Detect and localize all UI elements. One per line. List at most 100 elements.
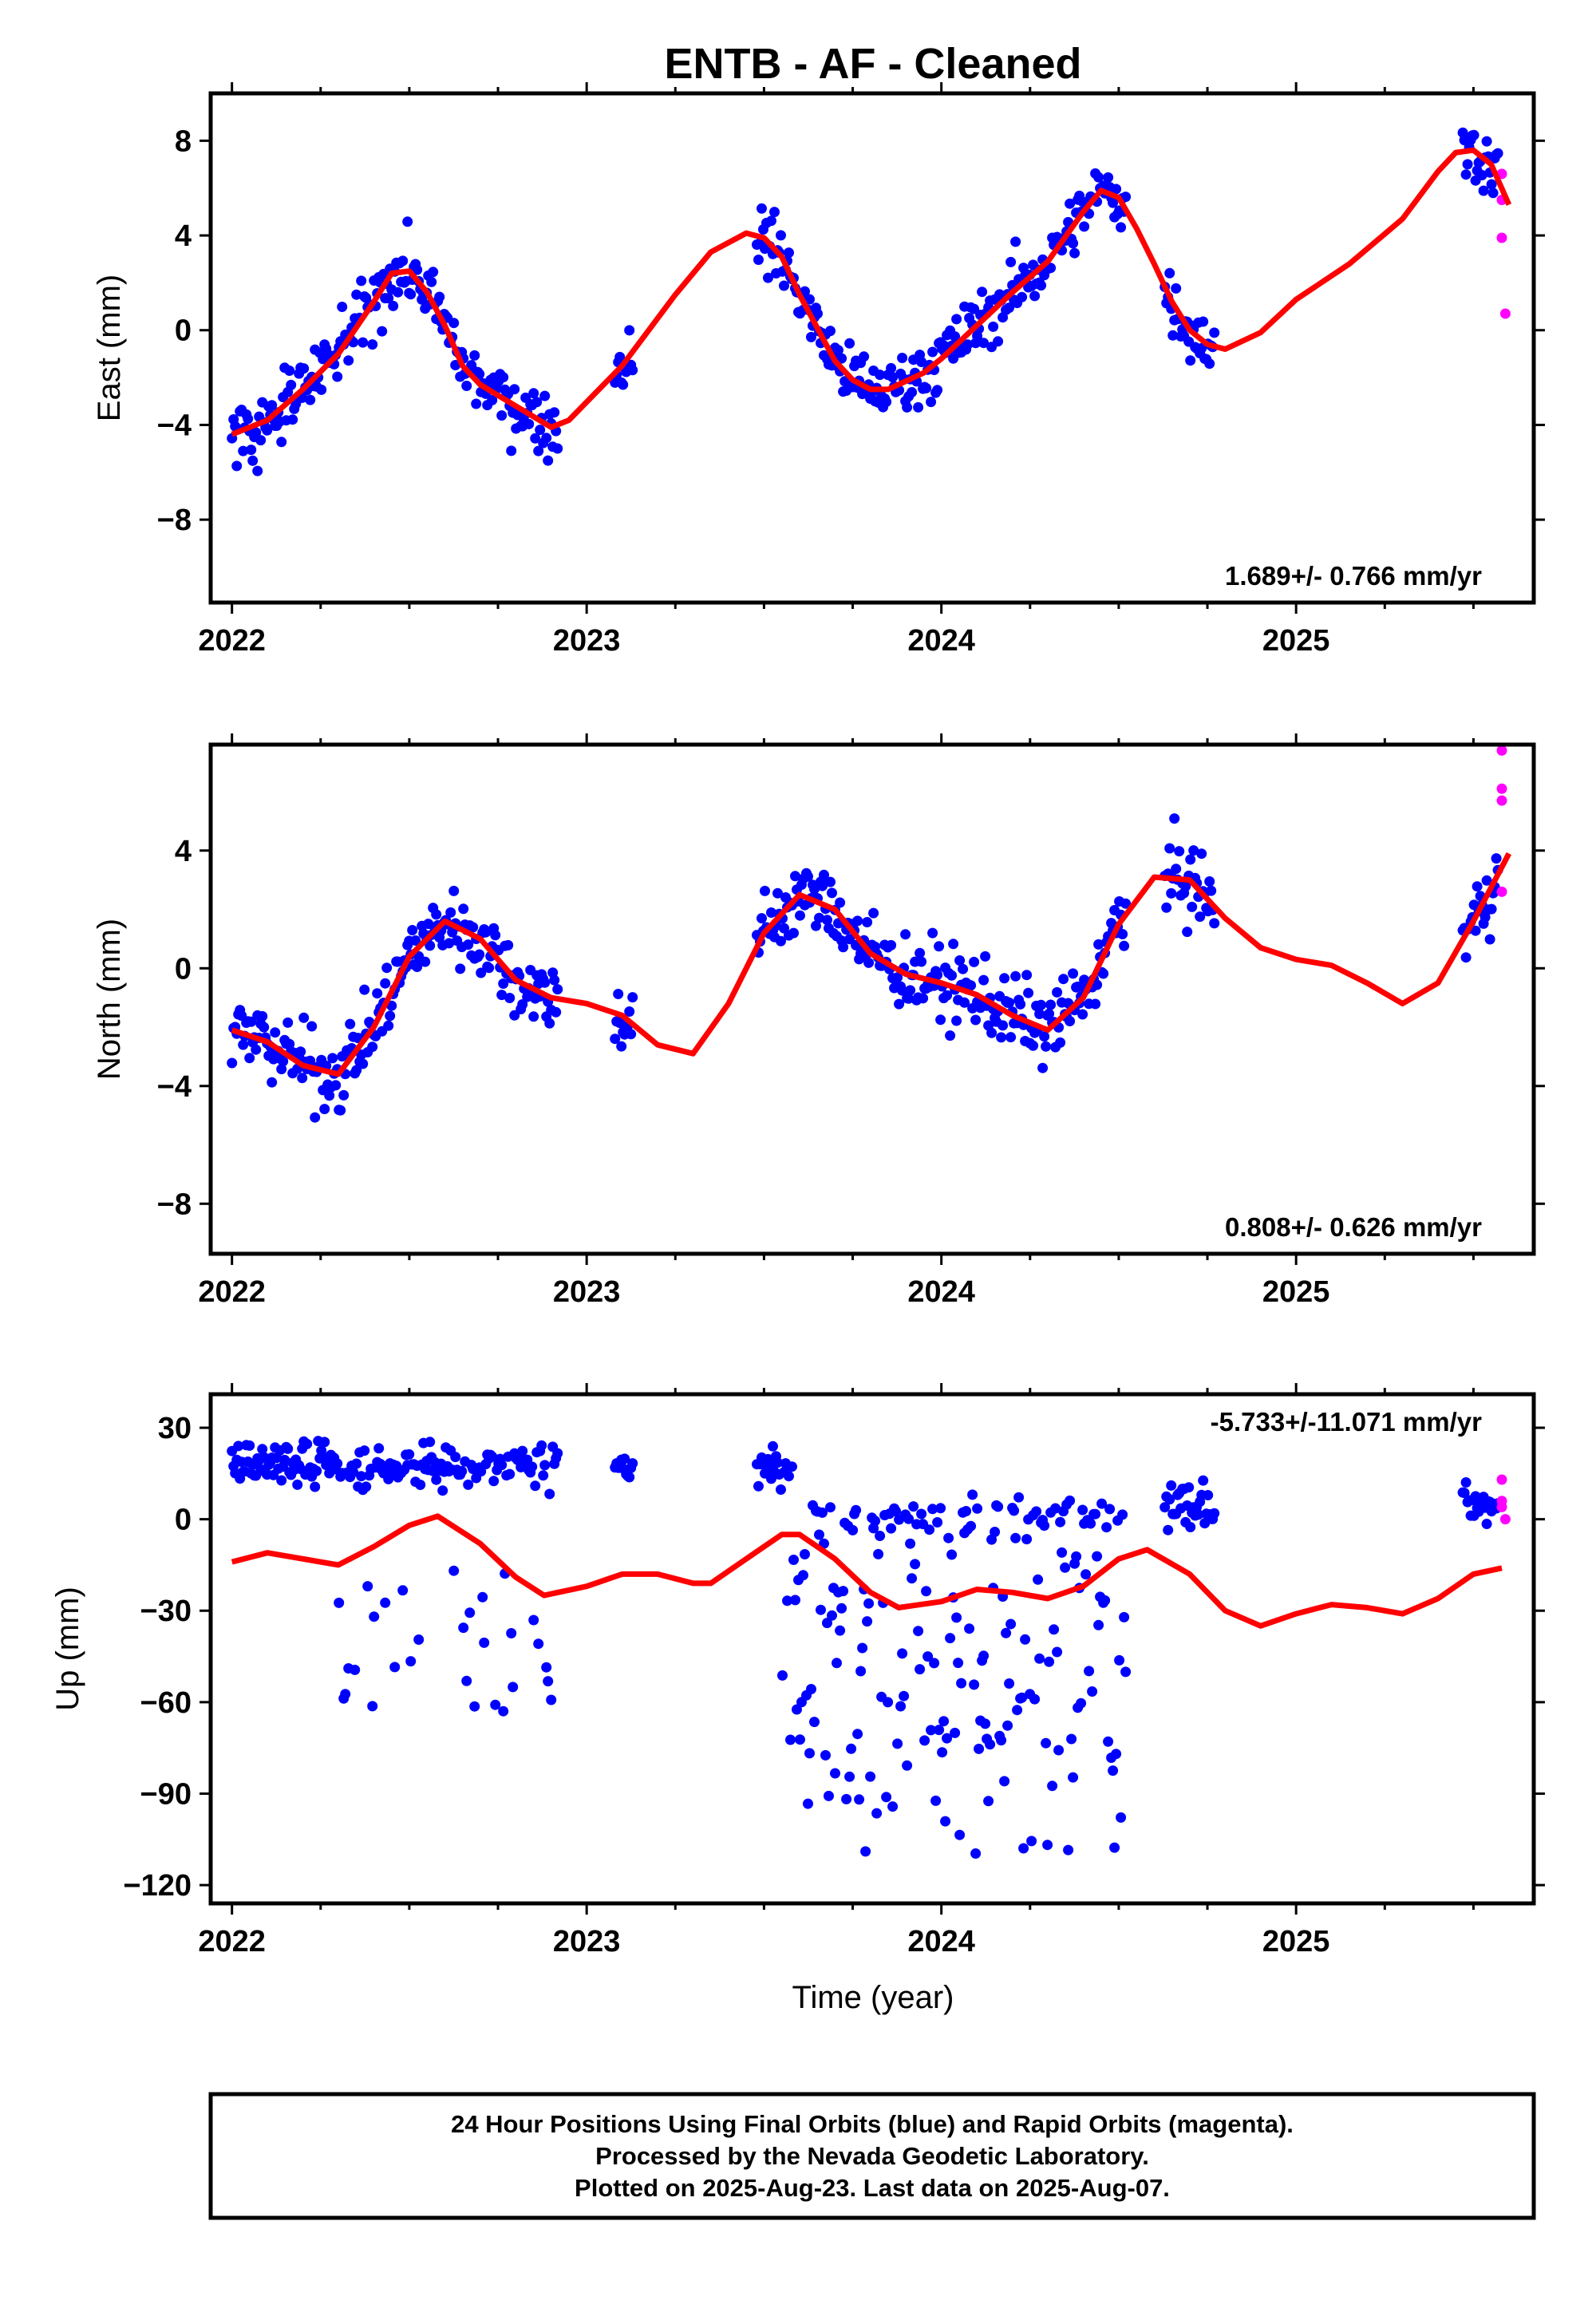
- final-orbit-point: [231, 460, 243, 472]
- final-orbit-point: [324, 1090, 335, 1101]
- final-orbit-point: [919, 1735, 930, 1746]
- final-orbit-point: [1204, 876, 1215, 887]
- final-orbit-point: [1020, 1634, 1031, 1645]
- final-orbit-point: [546, 1694, 557, 1705]
- final-orbit-point: [881, 1792, 892, 1803]
- final-orbit-point: [244, 1053, 255, 1064]
- final-orbit-point: [613, 989, 624, 999]
- final-orbit-point: [428, 267, 439, 278]
- y-tick-label: −4: [157, 1070, 192, 1104]
- final-orbit-point: [498, 978, 509, 989]
- final-orbit-point: [862, 917, 873, 927]
- final-orbit-point: [284, 366, 295, 376]
- final-orbit-point: [824, 1790, 834, 1801]
- final-orbit-point: [795, 910, 805, 921]
- final-orbit-point: [476, 967, 487, 978]
- final-orbit-point: [1119, 1611, 1130, 1622]
- final-orbit-point: [359, 1445, 370, 1456]
- final-orbit-point: [1478, 185, 1489, 196]
- final-orbit-point: [450, 360, 461, 370]
- plot-frame: [208, 742, 1536, 1256]
- final-orbit-point: [276, 1475, 287, 1486]
- final-orbit-point: [1041, 1737, 1052, 1749]
- y-tick-label: 4: [175, 219, 192, 253]
- final-orbit-point: [812, 308, 823, 319]
- final-orbit-point: [1068, 238, 1079, 249]
- final-orbit-point: [820, 1749, 831, 1761]
- y-tick-label: −60: [140, 1686, 192, 1720]
- final-orbit-point: [1093, 939, 1104, 950]
- final-orbit-point: [251, 427, 262, 438]
- final-orbit-point: [484, 962, 495, 974]
- final-orbit-point: [319, 1104, 330, 1115]
- final-orbit-point: [463, 939, 474, 951]
- final-orbit-point: [766, 907, 776, 918]
- final-orbit-point: [404, 1448, 415, 1460]
- final-orbit-point: [1004, 1678, 1015, 1689]
- final-orbit-point: [1090, 1508, 1101, 1520]
- final-orbit-point: [614, 351, 626, 362]
- final-orbit-point: [819, 869, 829, 880]
- final-orbit-point: [1042, 1840, 1053, 1851]
- final-orbit-point: [964, 1623, 975, 1634]
- final-orbit-point: [1196, 848, 1207, 860]
- final-orbit-point: [1069, 247, 1080, 259]
- final-orbit-point: [1010, 970, 1021, 982]
- final-orbit-point: [350, 1664, 361, 1675]
- final-orbit-point: [766, 215, 776, 227]
- final-orbit-point: [380, 978, 391, 989]
- final-orbit-point: [377, 326, 388, 337]
- final-orbit-point: [1044, 1008, 1055, 1019]
- final-orbit-point: [863, 957, 875, 968]
- final-orbit-point: [1015, 998, 1026, 1010]
- final-orbit-point: [402, 216, 413, 227]
- final-orbit-point: [855, 1666, 867, 1677]
- final-orbit-point: [1117, 1509, 1128, 1520]
- final-orbit-point: [945, 1633, 956, 1644]
- final-orbit-point: [305, 394, 316, 405]
- final-orbit-point: [1481, 1519, 1492, 1529]
- final-orbit-point: [544, 1018, 555, 1029]
- final-orbit-point: [1045, 999, 1057, 1010]
- final-orbit-point: [886, 362, 897, 373]
- final-orbit-point: [1058, 974, 1069, 985]
- final-orbit-point: [806, 1684, 816, 1694]
- final-orbit-point: [552, 984, 563, 995]
- final-orbit-point: [551, 1006, 562, 1018]
- final-orbit-point: [624, 325, 635, 336]
- final-orbit-point: [790, 871, 800, 882]
- final-orbit-point: [886, 939, 897, 951]
- final-orbit-point: [784, 1471, 794, 1482]
- rapid-orbit-point: [1496, 232, 1507, 243]
- final-orbit-point: [527, 1461, 538, 1472]
- final-orbit-point: [875, 370, 886, 381]
- final-orbit-point: [978, 338, 990, 349]
- final-orbit-point: [927, 927, 938, 939]
- final-orbit-point: [298, 1012, 310, 1023]
- final-orbit-point: [922, 1651, 934, 1662]
- final-orbit-point: [1103, 1736, 1114, 1747]
- final-orbit-point: [1481, 875, 1492, 886]
- final-orbit-point: [302, 1438, 313, 1449]
- final-orbit-point: [1093, 1619, 1104, 1630]
- final-orbit-point: [1092, 979, 1103, 990]
- final-orbit-point: [1103, 172, 1114, 183]
- model-curve: [231, 852, 1511, 1077]
- final-orbit-point: [779, 280, 789, 291]
- final-orbit-point: [860, 1846, 871, 1857]
- final-orbit-point: [319, 1437, 330, 1448]
- final-orbit-point: [809, 883, 820, 895]
- final-orbit-point: [1164, 1494, 1175, 1505]
- final-orbit-point: [1047, 1780, 1058, 1792]
- final-orbit-point: [1109, 1842, 1120, 1853]
- final-orbit-point: [244, 1440, 255, 1451]
- final-orbit-point: [474, 949, 485, 960]
- final-orbit-point: [425, 940, 436, 951]
- final-orbit-point: [616, 1041, 627, 1052]
- final-orbit-point: [455, 963, 466, 974]
- final-orbit-point: [238, 1039, 249, 1050]
- final-orbit-point: [798, 1570, 808, 1581]
- final-orbit-point: [1092, 1551, 1103, 1562]
- final-orbit-point: [367, 1701, 378, 1712]
- rapid-orbit-point: [1496, 1474, 1507, 1485]
